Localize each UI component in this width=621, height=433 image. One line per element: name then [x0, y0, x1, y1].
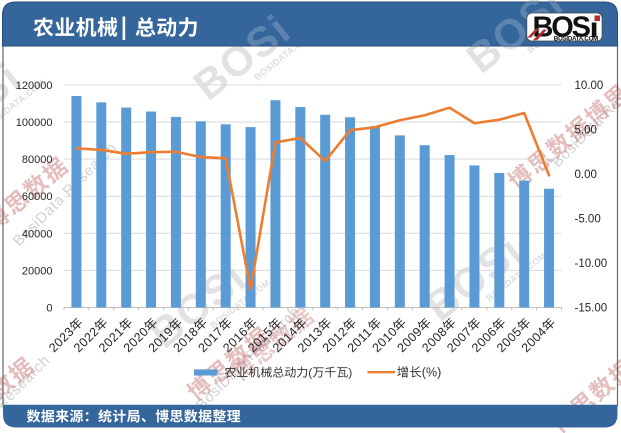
svg-text:BOS: BOS	[533, 12, 591, 44]
svg-text:-15.00: -15.00	[575, 303, 608, 315]
svg-text:(%): (%)	[422, 366, 441, 380]
svg-text:40000: 40000	[22, 228, 53, 240]
svg-text:60000: 60000	[22, 191, 53, 203]
svg-text:0.00: 0.00	[575, 169, 597, 181]
svg-text:5.00: 5.00	[575, 125, 597, 137]
svg-text:): )	[348, 366, 352, 380]
svg-text:10.00: 10.00	[575, 80, 604, 92]
svg-text:80000: 80000	[22, 154, 53, 166]
svg-text:BOSIDATA.COM: BOSIDATA.COM	[554, 36, 599, 43]
svg-text:(: (	[308, 366, 312, 380]
svg-text:100000: 100000	[16, 117, 53, 129]
svg-text:120000: 120000	[16, 80, 53, 92]
svg-text:0: 0	[46, 303, 52, 315]
svg-text:-5.00: -5.00	[575, 214, 601, 226]
svg-text:20000: 20000	[22, 265, 53, 277]
svg-text:-10.00: -10.00	[575, 258, 608, 270]
